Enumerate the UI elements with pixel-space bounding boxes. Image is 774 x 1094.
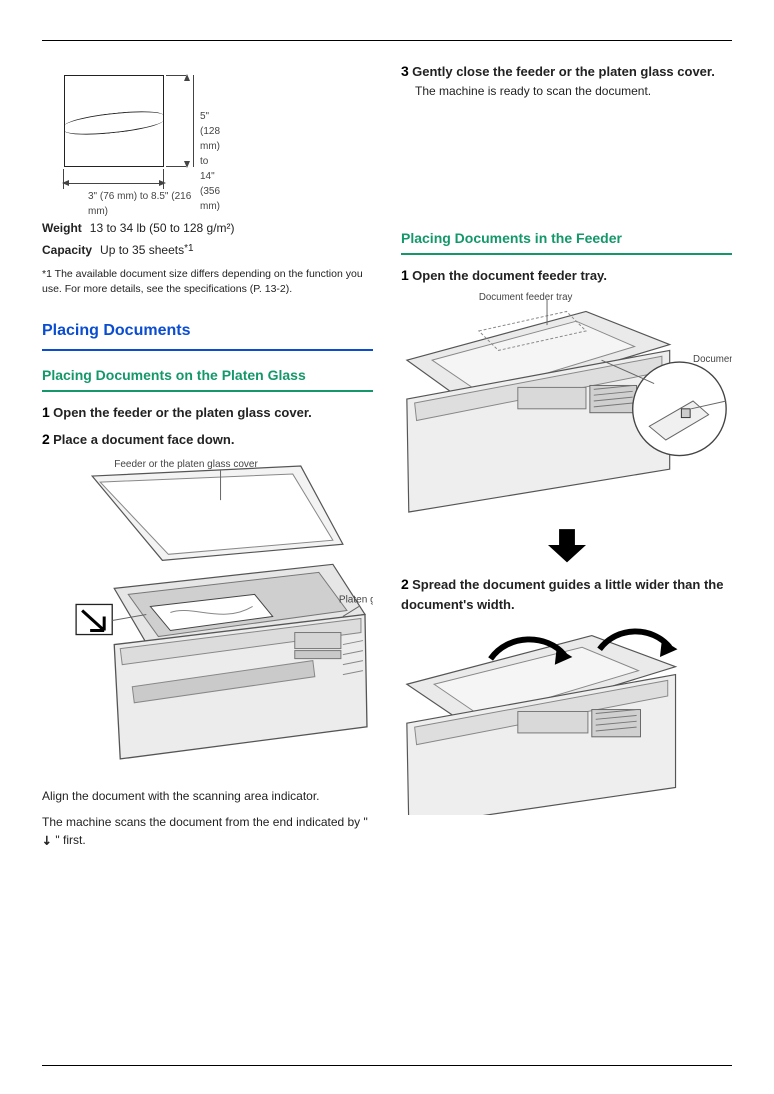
step-num: 2 (42, 431, 50, 447)
corner-indicator-icon: ↘ (37, 830, 57, 850)
dim-width-label: 3" (76 mm) to 8.5" (216 mm) (88, 189, 204, 219)
step-text: Open the feeder or the platen glass cove… (53, 405, 312, 420)
step-num: 1 (42, 404, 50, 420)
spec-capacity-key: Capacity (42, 241, 92, 259)
heading-platen-glass: Placing Documents on the Platen Glass (42, 365, 373, 386)
heading-feeder: Placing Documents in the Feeder (401, 228, 732, 249)
step-num: 2 (401, 576, 409, 592)
right-step-1: 1 Open the document feeder tray. (401, 265, 732, 286)
align-note-2: The machine scans the document from the … (42, 813, 373, 849)
step-num: 1 (401, 267, 409, 283)
heading-placing-documents: Placing Documents (42, 319, 373, 343)
left-step-2: 2 Place a document face down. (42, 429, 373, 450)
dimension-figure: 5" (128 mm) to 14" (356 mm) 3" (76 mm) t… (64, 71, 204, 201)
spec-capacity: Capacity Up to 35 sheets*1 (42, 241, 373, 259)
top-rule (42, 40, 732, 41)
label-document-set-indicator: Document set indicator (693, 354, 732, 365)
feeder-tray-illustration: Document feeder tray Document set indica… (401, 292, 732, 516)
step-text: Gently close the feeder or the platen gl… (412, 64, 715, 79)
spec-weight-val: 13 to 34 lb (50 to 128 g/m²) (90, 219, 235, 237)
feeder-guides-illustration (401, 620, 732, 815)
left-column: 5" (128 mm) to 14" (356 mm) 3" (76 mm) t… (42, 61, 373, 857)
right-column: 3 Gently close the feeder or the platen … (401, 61, 732, 857)
left-step-1: 1 Open the feeder or the platen glass co… (42, 402, 373, 423)
right-step-3: 3 Gently close the feeder or the platen … (401, 61, 732, 82)
down-arrow-icon (543, 526, 591, 564)
rule-green-right (401, 253, 732, 255)
spec-weight-key: Weight (42, 219, 82, 237)
spec-weight: Weight 13 to 34 lb (50 to 128 g/m²) (42, 219, 373, 237)
label-document-feeder-tray: Document feeder tray (479, 292, 573, 303)
spec-footnote: *1 The available document size differs d… (42, 267, 373, 297)
bottom-rule (42, 1065, 732, 1066)
rule-green-left (42, 390, 373, 392)
align-note-1: Align the document with the scanning are… (42, 787, 373, 805)
label-feeder-or-cover: Feeder or the platen glass cover (114, 459, 258, 470)
step-text: Open the document feeder tray. (412, 268, 607, 283)
step-num: 3 (401, 63, 409, 79)
printer-open-lid-illustration: Feeder or the platen glass cover Platen … (42, 456, 373, 777)
step-text: Place a document face down. (53, 432, 234, 447)
rule-blue (42, 349, 373, 351)
columns: 5" (128 mm) to 14" (356 mm) 3" (76 mm) t… (42, 61, 732, 857)
label-platen-glass: Platen glass (339, 595, 373, 606)
spec-capacity-val: Up to 35 sheets*1 (100, 241, 194, 259)
step-text: Spread the document guides a little wide… (401, 577, 723, 612)
right-step-2: 2 Spread the document guides a little wi… (401, 574, 732, 615)
ready-note: The machine is ready to scan the documen… (415, 82, 732, 100)
